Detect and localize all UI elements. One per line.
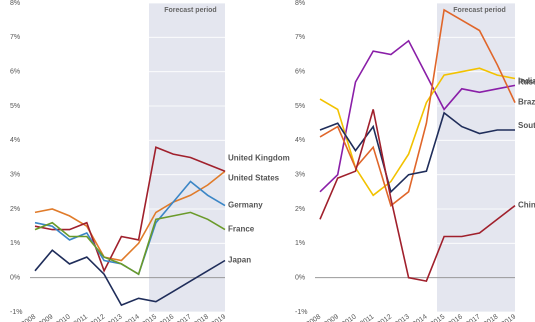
series-line bbox=[319, 111, 515, 194]
x-tick-label: 2015 bbox=[141, 313, 158, 322]
series-label: Germany bbox=[228, 201, 263, 210]
x-tick-label: 2017 bbox=[176, 313, 193, 322]
x-tick-label: 2008 bbox=[20, 313, 37, 322]
series-line bbox=[34, 146, 226, 273]
y-tick-label: 8% bbox=[295, 0, 305, 7]
x-tick-label: 2009 bbox=[323, 313, 340, 322]
x-tick-label: 2012 bbox=[90, 313, 107, 322]
series-line bbox=[34, 249, 226, 307]
series-line bbox=[319, 8, 516, 207]
x-tick-label: 2014 bbox=[412, 313, 429, 322]
x-tick-label: 2012 bbox=[376, 313, 393, 322]
series-line bbox=[319, 39, 516, 193]
y-tick-label: 8% bbox=[10, 0, 20, 7]
series-line bbox=[34, 211, 226, 276]
y-tick-label: -1% bbox=[10, 309, 22, 316]
forecast-label: Forecast period bbox=[453, 7, 506, 14]
x-tick-label: 2011 bbox=[359, 313, 375, 322]
x-tick-label: 2019 bbox=[500, 313, 517, 322]
y-tick-label: 4% bbox=[10, 137, 20, 144]
y-tick-label: 3% bbox=[10, 172, 20, 179]
series-label: Russia bbox=[518, 78, 535, 87]
y-tick-label: 1% bbox=[10, 240, 20, 247]
y-tick-label: 6% bbox=[10, 69, 20, 76]
x-tick-label: 2015 bbox=[430, 313, 447, 322]
y-tick-label: 1% bbox=[295, 240, 305, 247]
series-label: United Kingdom bbox=[228, 153, 290, 162]
y-tick-label: 5% bbox=[295, 103, 305, 110]
x-tick-label: 2014 bbox=[124, 313, 141, 322]
y-tick-label: -1% bbox=[295, 309, 307, 316]
x-tick-label: 2016 bbox=[159, 313, 176, 322]
x-tick-label: 2010 bbox=[55, 313, 72, 322]
series-label: Japan bbox=[228, 256, 251, 265]
y-tick-label: 2% bbox=[295, 206, 305, 213]
x-tick-label: 2008 bbox=[305, 313, 322, 322]
series-label: India bbox=[518, 77, 535, 86]
x-tick-label: 2018 bbox=[193, 313, 210, 322]
x-tick-label: 2010 bbox=[341, 313, 358, 322]
x-tick-label: 2013 bbox=[394, 313, 411, 322]
x-tick-label: 2016 bbox=[447, 313, 464, 322]
x-tick-label: 2017 bbox=[465, 313, 482, 322]
y-tick-label: 3% bbox=[295, 172, 305, 179]
series-label: South Africa bbox=[518, 121, 535, 130]
y-tick-label: 7% bbox=[10, 34, 20, 41]
y-tick-label: 2% bbox=[10, 206, 20, 213]
series-label: France bbox=[228, 225, 255, 234]
y-tick-label: 0% bbox=[295, 275, 305, 282]
y-tick-label: 5% bbox=[10, 103, 20, 110]
y-tick-label: 4% bbox=[295, 137, 305, 144]
forecast-label: Forecast period bbox=[164, 7, 217, 14]
forecast-shade bbox=[437, 3, 515, 312]
y-tick-label: 7% bbox=[295, 34, 305, 41]
x-tick-label: 2009 bbox=[38, 313, 55, 322]
y-tick-label: 6% bbox=[295, 69, 305, 76]
x-tick-label: 2018 bbox=[483, 313, 500, 322]
series-line bbox=[319, 67, 516, 197]
series-line bbox=[319, 109, 516, 283]
x-tick-label: 2013 bbox=[107, 313, 124, 322]
x-tick-label: 2019 bbox=[210, 313, 227, 322]
series-label: China bbox=[518, 201, 535, 210]
series-label: United States bbox=[228, 173, 280, 182]
series-line bbox=[34, 170, 226, 262]
x-tick-label: 2011 bbox=[73, 313, 89, 322]
series-label: Brazil bbox=[518, 98, 535, 107]
y-tick-label: 0% bbox=[10, 275, 20, 282]
